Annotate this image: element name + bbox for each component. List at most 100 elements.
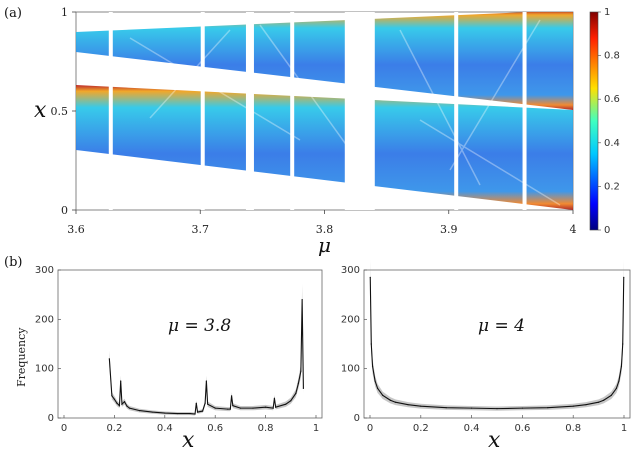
y-tick-label: 200 (35, 314, 54, 325)
x-tick-label: 3.6 (67, 223, 85, 236)
periodic-window-3 (290, 12, 295, 210)
data-point (371, 365, 374, 367)
colorbar: 0 0.2 0.4 0.6 0.8 1 (589, 7, 620, 236)
data-point (572, 405, 574, 407)
colorbar-tick-label: 0.4 (604, 138, 620, 149)
periodic-window-0 (108, 12, 113, 210)
data-point (229, 408, 231, 410)
data-point (275, 406, 277, 408)
data-point (108, 358, 110, 360)
y-tick-label: 300 (35, 265, 54, 276)
data-point (202, 410, 204, 412)
data-point (139, 410, 141, 412)
data-point (128, 407, 131, 409)
data-point (151, 411, 153, 413)
x-tick-label: 0 (61, 423, 67, 434)
data-point (603, 399, 605, 401)
y-tick-label: 0.5 (51, 105, 69, 118)
heatmap-axes: 3.6 3.7 3.8 3.9 4 0 0.5 1 (51, 6, 577, 236)
y-tick-label: 0 (354, 413, 360, 424)
series-line-2 (369, 277, 625, 410)
data-point (252, 407, 254, 409)
data-point (194, 413, 196, 415)
x-tick-label: 0.4 (464, 423, 480, 434)
data-point (116, 402, 118, 404)
data-point (230, 395, 233, 397)
x-tick-label: 0.2 (106, 423, 122, 434)
y-tick-label: 0 (61, 204, 68, 217)
x-tick-label: 3.8 (316, 223, 334, 236)
periodic-windows (108, 12, 527, 210)
y-tick-label: 100 (341, 364, 360, 375)
data-point (290, 400, 292, 402)
y-tick-label: 100 (35, 364, 54, 375)
plot-frame (363, 269, 631, 419)
data-point (196, 411, 199, 413)
data-point (471, 407, 473, 409)
data-point (195, 402, 197, 404)
data-point (232, 405, 234, 407)
x-tick-label: 0 (367, 423, 373, 434)
data-point (214, 407, 216, 409)
data-point (205, 380, 207, 382)
data-point (300, 370, 302, 372)
colorbar-tick-label: 1 (604, 7, 610, 18)
periodic-window-5 (454, 12, 459, 210)
x-tick-label: 4 (570, 223, 577, 236)
data-point (374, 380, 376, 382)
x-tick-label: 1 (313, 423, 319, 434)
data-point (204, 402, 206, 404)
data-point (370, 343, 372, 345)
panel-label-b: (b) (4, 255, 22, 270)
series-line-1 (108, 299, 304, 415)
histogram-mu-4: 0 0.2 0.4 0.6 0.8 1 0 100 200 300 (341, 259, 631, 434)
data-point (265, 406, 267, 408)
periodic-window-1 (200, 12, 205, 210)
x-axis-label-left: x (182, 428, 195, 453)
data-point (239, 407, 241, 409)
data-point (618, 380, 620, 382)
data-point (496, 408, 498, 410)
periodic-window-4 (344, 12, 375, 210)
data-point (382, 394, 384, 396)
data-point (297, 382, 299, 385)
x-tick-label: 3.7 (192, 223, 210, 236)
data-point (113, 398, 115, 400)
x-axis-label-right: x (488, 428, 501, 453)
data-point (207, 403, 209, 405)
y-axis-label-x: x (34, 98, 47, 123)
histogram-mu-3-8: 0 0.2 0.4 0.6 0.8 1 0 100 200 300 (35, 265, 323, 434)
colorbar-tick-label: 0.2 (604, 181, 620, 192)
data-point (521, 407, 524, 409)
colorbar-tick-label: 0 (604, 225, 610, 236)
colorbar-tick-label: 0.6 (604, 94, 620, 105)
data-point (407, 404, 409, 406)
periodic-window-6 (522, 12, 527, 210)
data-point (176, 412, 178, 415)
y-tick-label: 1 (61, 6, 68, 19)
data-point (285, 403, 287, 405)
data-point (302, 387, 304, 389)
x-tick-label: 0.4 (157, 423, 173, 434)
data-point (227, 408, 229, 410)
data-point (295, 392, 297, 394)
upper-band (76, 12, 573, 110)
data-point (547, 407, 549, 409)
data-point (610, 394, 612, 396)
x-axis-label-mu: μ (318, 233, 331, 257)
plot-frame (57, 269, 323, 419)
x-tick-label: 0.6 (514, 423, 530, 434)
colorbar-tick-label: 0.8 (604, 51, 620, 62)
data-point (389, 399, 391, 401)
data-point (585, 404, 587, 406)
data-point (301, 299, 303, 301)
data-point (126, 405, 128, 407)
x-tick-label: 3.9 (440, 223, 458, 236)
periodic-window-2 (245, 12, 254, 210)
data-point (272, 407, 274, 409)
y-tick-label: 0 (48, 413, 54, 424)
y-tick-label: 300 (341, 265, 360, 276)
data-point (369, 276, 371, 278)
panel-label-a: (a) (4, 6, 22, 21)
